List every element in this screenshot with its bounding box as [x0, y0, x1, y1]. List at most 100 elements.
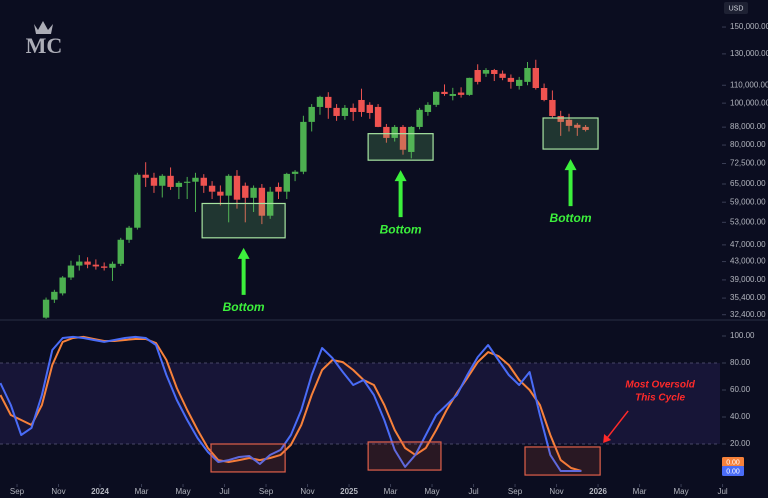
candle-body	[200, 177, 207, 186]
annotation-arrow	[237, 247, 250, 295]
logo-text: MC	[26, 33, 63, 58]
annotation-label: Bottom	[223, 300, 265, 314]
y-tick-label: 100,000.00	[730, 98, 768, 107]
candle-body	[59, 277, 66, 294]
candle-body	[441, 91, 448, 94]
last-value-label: 0.00	[726, 459, 740, 466]
annotation-arrow	[394, 170, 407, 218]
candle-body	[366, 104, 373, 113]
candle-body	[515, 79, 523, 86]
x-tick-label: Nov	[300, 487, 314, 496]
annotation-arrow	[564, 159, 577, 207]
x-tick-label: Mar	[135, 487, 149, 496]
candle-body	[76, 261, 83, 266]
candle-body	[183, 181, 191, 183]
candle-body	[416, 109, 423, 127]
x-tick-label: May	[175, 487, 190, 496]
candle-body	[51, 291, 58, 300]
logo: MC	[26, 21, 63, 58]
x-tick-label: Jul	[219, 487, 229, 496]
annotation-label: Most Oversold	[625, 380, 695, 391]
candle-body	[92, 264, 100, 267]
x-tick-label: Sep	[259, 487, 274, 496]
candle-body	[192, 177, 199, 182]
candle-body	[175, 182, 183, 187]
candle-body	[42, 299, 50, 318]
candle-body	[358, 99, 365, 112]
x-tick-label: Sep	[10, 487, 25, 496]
x-tick-label: Mar	[633, 487, 647, 496]
y-tick-label: 72,500.00	[730, 159, 766, 168]
candle-body	[100, 266, 108, 268]
candle-body	[574, 124, 581, 128]
candle-body	[308, 106, 315, 122]
candle-body	[291, 171, 299, 174]
y-tick-label: 80.00	[730, 358, 751, 367]
candle-body	[383, 126, 390, 138]
y-tick-label: 100.00	[730, 331, 755, 340]
y-tick-label: 43,000.00	[730, 257, 766, 266]
highlight-box	[542, 117, 599, 150]
candle-body	[125, 227, 133, 240]
y-tick-label: 39,000.00	[730, 275, 766, 284]
candle-body	[391, 126, 398, 138]
x-tick-label: 2024	[91, 487, 109, 496]
candle-body	[283, 173, 290, 192]
candle-body	[540, 88, 548, 100]
candle-body	[408, 126, 415, 152]
candle-body	[457, 92, 465, 95]
y-tick-label: 53,000.00	[730, 217, 766, 226]
y-tick-label: 60.00	[730, 385, 751, 394]
candle-body	[499, 73, 506, 78]
last-value-label: 0.00	[726, 468, 740, 475]
currency: USD	[729, 5, 744, 12]
candle-body	[482, 70, 490, 74]
x-tick-label: Nov	[51, 487, 65, 496]
y-tick-label: 35,400.00	[730, 293, 766, 302]
candle-body	[242, 185, 249, 198]
candle-body	[532, 67, 539, 89]
last-value-badge	[722, 456, 744, 467]
candle-body	[424, 104, 432, 112]
candle-body	[117, 239, 124, 264]
candle-body	[250, 187, 257, 198]
candle-body	[549, 99, 556, 116]
y-tick-label: 32,400.00	[730, 310, 766, 319]
candle-body	[150, 177, 158, 186]
y-tick-label: 80,000.00	[730, 140, 766, 149]
annotation-label: This Cycle	[635, 393, 685, 404]
candle-body	[109, 263, 116, 268]
candle-body	[507, 77, 515, 82]
candle-body	[474, 70, 481, 82]
y-tick-label: 130,000.00	[730, 49, 768, 58]
candle-body	[300, 121, 307, 172]
candle-body	[159, 175, 166, 186]
stoch-line	[0, 335, 582, 472]
candle-body	[275, 186, 282, 192]
candle-body	[84, 261, 91, 265]
candle-body	[325, 96, 332, 108]
annotation-label: Bottom	[380, 222, 422, 236]
x-tick-label: Mar	[384, 487, 398, 496]
x-tick-label: Sep	[508, 487, 523, 496]
y-tick-label: 20.00	[730, 439, 751, 448]
candle-body	[374, 106, 382, 127]
x-tick-label: Jul	[717, 487, 727, 496]
y-tick-label: 88,000.00	[730, 122, 766, 131]
highlight-box	[524, 446, 601, 476]
candle-body	[432, 91, 440, 105]
candle-body	[524, 67, 531, 82]
candle-body	[225, 175, 232, 196]
logo-crown	[34, 21, 53, 34]
y-tick-label: 40.00	[730, 412, 751, 421]
highlight-box	[367, 133, 434, 161]
candle-body	[67, 265, 75, 278]
candle-body	[557, 115, 564, 122]
currency-badge	[724, 2, 748, 14]
annotation-label: Bottom	[550, 211, 592, 225]
highlight-box	[201, 202, 286, 239]
candle-body	[466, 77, 473, 95]
candle-body	[258, 187, 266, 216]
candle-body	[217, 191, 224, 196]
